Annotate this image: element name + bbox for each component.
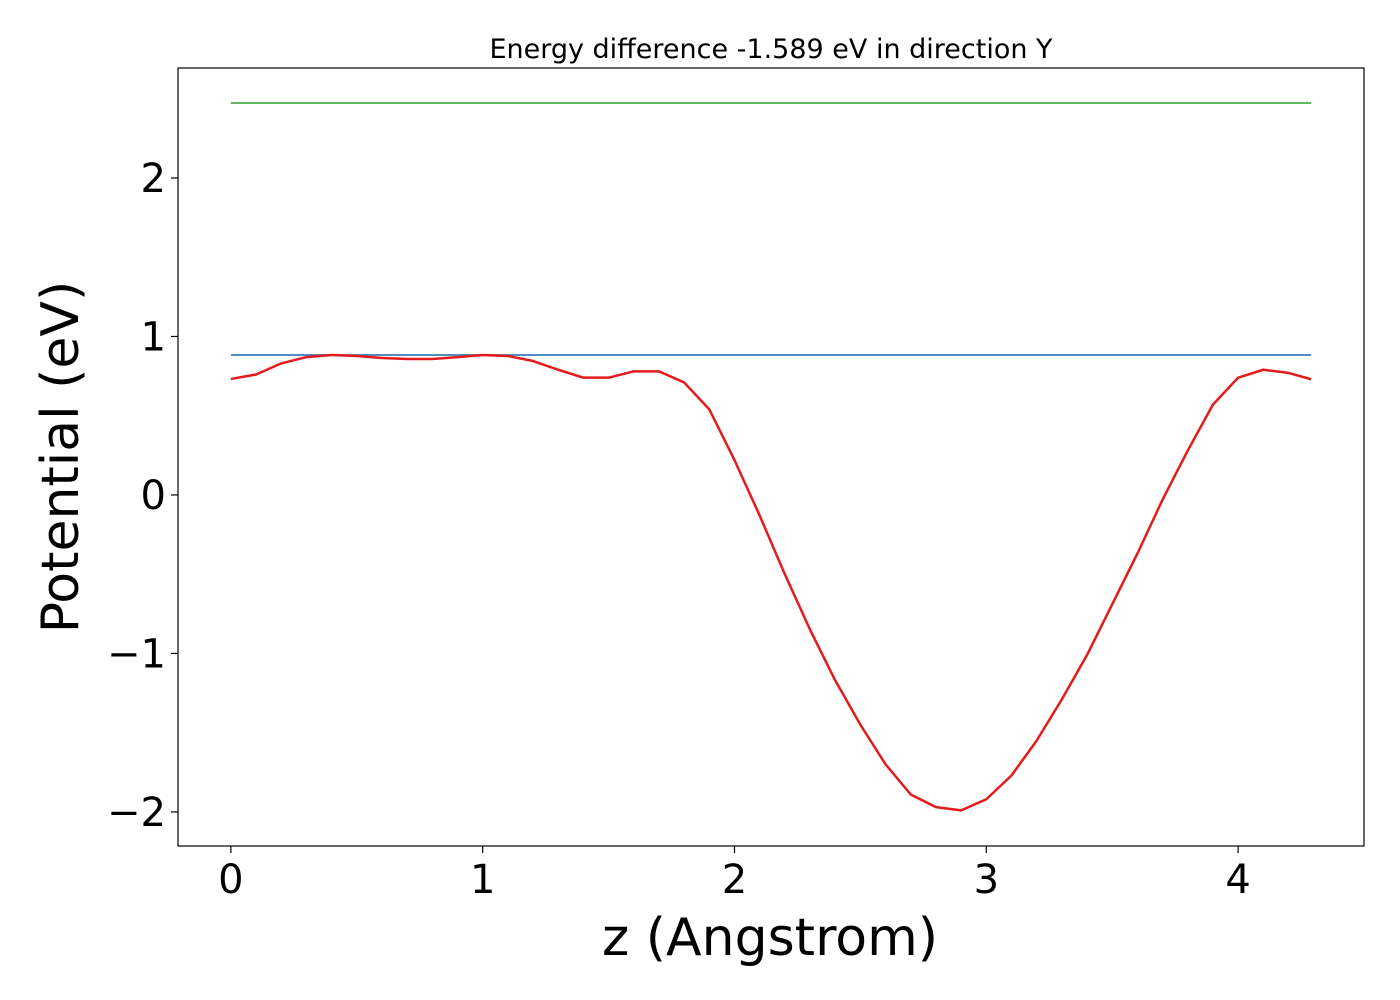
y-tick-label: −1 (107, 631, 166, 677)
x-tick-label: 0 (218, 857, 243, 903)
chart-title: Energy difference -1.589 eV in direction… (489, 34, 1053, 65)
y-axis-label: Potential (eV) (31, 281, 91, 633)
y-tick-label: −2 (107, 790, 166, 836)
y-tick-label: 0 (141, 473, 166, 519)
y-tick-label: 1 (141, 314, 166, 360)
y-tick-label: 2 (141, 156, 166, 202)
x-tick-label: 1 (470, 857, 495, 903)
x-tick-label: 2 (722, 857, 747, 903)
x-tick-label: 4 (1225, 857, 1250, 903)
x-axis-label: z (Angstrom) (602, 908, 938, 968)
plot-frame (177, 67, 1365, 847)
line-series (230, 353, 1312, 812)
x-tick-label: 3 (974, 857, 999, 903)
